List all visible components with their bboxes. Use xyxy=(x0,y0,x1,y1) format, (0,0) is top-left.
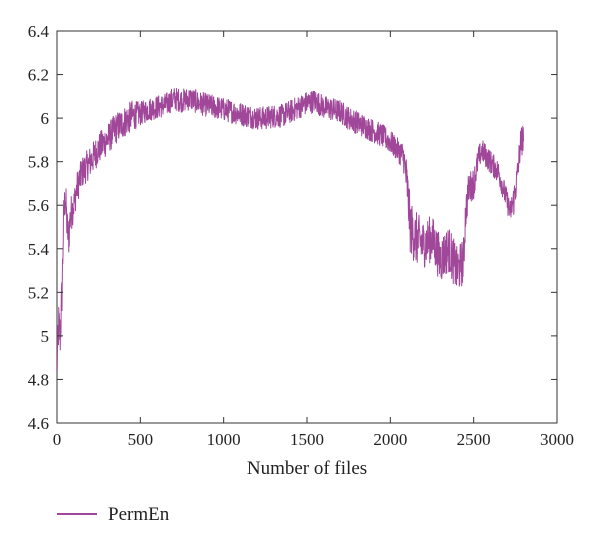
y-tick-label: 5.6 xyxy=(28,196,49,215)
y-tick-label: 6.4 xyxy=(28,22,50,41)
x-tick-label: 3000 xyxy=(540,430,574,449)
series-line-permen xyxy=(57,87,524,372)
y-tick-label: 4.8 xyxy=(28,370,49,389)
y-tick-label: 6 xyxy=(41,109,50,128)
y-tick-label: 5.8 xyxy=(28,153,49,172)
x-tick-label: 2500 xyxy=(457,430,491,449)
y-tick-label: 6.2 xyxy=(28,66,49,85)
x-tick-label: 500 xyxy=(128,430,154,449)
y-tick-label: 5.2 xyxy=(28,283,49,302)
x-tick-label: 1000 xyxy=(207,430,241,449)
x-tick-label: 1500 xyxy=(290,430,324,449)
legend: PermEn xyxy=(57,504,170,525)
y-tick-label: 4.6 xyxy=(28,414,49,433)
x-axis-title: Number of files xyxy=(247,458,367,479)
x-tick-label: 2000 xyxy=(373,430,407,449)
legend-label-permen: PermEn xyxy=(108,504,170,525)
y-tick-label: 5 xyxy=(41,327,50,346)
plot-area-frame xyxy=(56,30,558,424)
x-tick-label: 0 xyxy=(53,430,62,449)
y-tick-label: 5.4 xyxy=(28,240,50,259)
